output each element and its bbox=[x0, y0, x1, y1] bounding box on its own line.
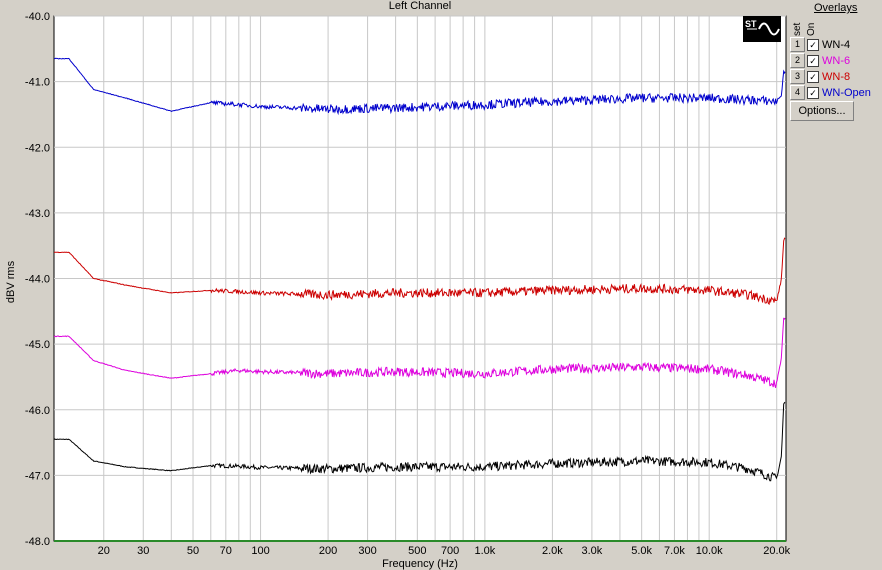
x-tick-label: 300 bbox=[358, 545, 376, 557]
on-column-label: On bbox=[806, 22, 817, 36]
y-tick-label: -40.0 bbox=[25, 11, 50, 23]
sine-logo-icon: ST bbox=[745, 19, 780, 36]
x-tick-label: 10.0k bbox=[696, 545, 723, 557]
y-tick-label: -44.0 bbox=[25, 274, 50, 286]
overlay-label-2: WN-6 bbox=[822, 54, 851, 67]
x-tick-label: 500 bbox=[408, 545, 426, 557]
overlays-title: Overlays bbox=[814, 2, 858, 14]
series-line-wn-4 bbox=[53, 401, 786, 482]
logo-text: ST bbox=[745, 19, 757, 29]
overlay-row-3: 3 ✓ WN-8 bbox=[790, 69, 850, 84]
y-tick-label: -42.0 bbox=[25, 142, 50, 154]
logo: ST bbox=[743, 16, 781, 42]
y-axis-label: dBV rms bbox=[5, 260, 17, 303]
x-tick-label: 2.0k bbox=[542, 545, 563, 557]
x-tick-label: 700 bbox=[441, 545, 459, 557]
overlay-label-4: WN-Open bbox=[822, 86, 871, 99]
overlay-checkbox-4[interactable]: ✓ bbox=[807, 86, 819, 99]
y-tick-label: -48.0 bbox=[25, 536, 50, 548]
set-column-label: set bbox=[792, 22, 803, 36]
overlay-label-3: WN-8 bbox=[822, 70, 851, 83]
x-tick-label: 20.0k bbox=[763, 545, 790, 557]
x-tick-label: 200 bbox=[319, 545, 337, 557]
x-tick-label: 7.0k bbox=[664, 545, 685, 557]
x-tick-label: 1.0k bbox=[474, 545, 495, 557]
y-tick-label: -47.0 bbox=[25, 470, 50, 482]
set-button-2[interactable]: 2 bbox=[790, 53, 805, 68]
series-line-wn-open bbox=[53, 57, 786, 116]
x-tick-label: 3.0k bbox=[581, 545, 602, 557]
x-tick-label: 30 bbox=[137, 545, 149, 557]
x-tick-label: 70 bbox=[220, 545, 232, 557]
y-tick-label: -46.0 bbox=[25, 405, 50, 417]
x-tick-label: 100 bbox=[251, 545, 269, 557]
set-button-3[interactable]: 3 bbox=[790, 69, 805, 84]
overlay-label-1: WN-4 bbox=[822, 38, 851, 51]
y-tick-label: -41.0 bbox=[25, 77, 50, 89]
series-line-wn-6 bbox=[53, 317, 786, 388]
chart-title: Left Channel bbox=[388, 0, 452, 12]
series-line-wn-8 bbox=[53, 237, 786, 306]
overlay-checkbox-2[interactable]: ✓ bbox=[807, 54, 819, 67]
set-button-1[interactable]: 1 bbox=[790, 37, 805, 52]
y-tick-label: -45.0 bbox=[25, 339, 50, 351]
options-button[interactable]: Options... bbox=[790, 101, 854, 121]
x-tick-label: 50 bbox=[187, 545, 199, 557]
x-tick-label: 20 bbox=[98, 545, 110, 557]
overlay-checkbox-1[interactable]: ✓ bbox=[807, 38, 819, 51]
set-button-4[interactable]: 4 bbox=[790, 85, 805, 100]
x-axis-label: Frequency (Hz) bbox=[382, 558, 458, 570]
overlay-checkbox-3[interactable]: ✓ bbox=[807, 70, 819, 83]
overlay-row-4: 4 ✓ WN-Open bbox=[790, 85, 871, 100]
x-tick-label: 5.0k bbox=[631, 545, 652, 557]
overlay-row-2: 2 ✓ WN-6 bbox=[790, 53, 850, 68]
y-tick-label: -43.0 bbox=[25, 208, 50, 220]
overlays-panel: Overlays set On 1 ✓ WN-4 2 ✓ WN-6 3 ✓ WN… bbox=[788, 0, 882, 570]
overlay-row-1: 1 ✓ WN-4 bbox=[790, 37, 850, 52]
